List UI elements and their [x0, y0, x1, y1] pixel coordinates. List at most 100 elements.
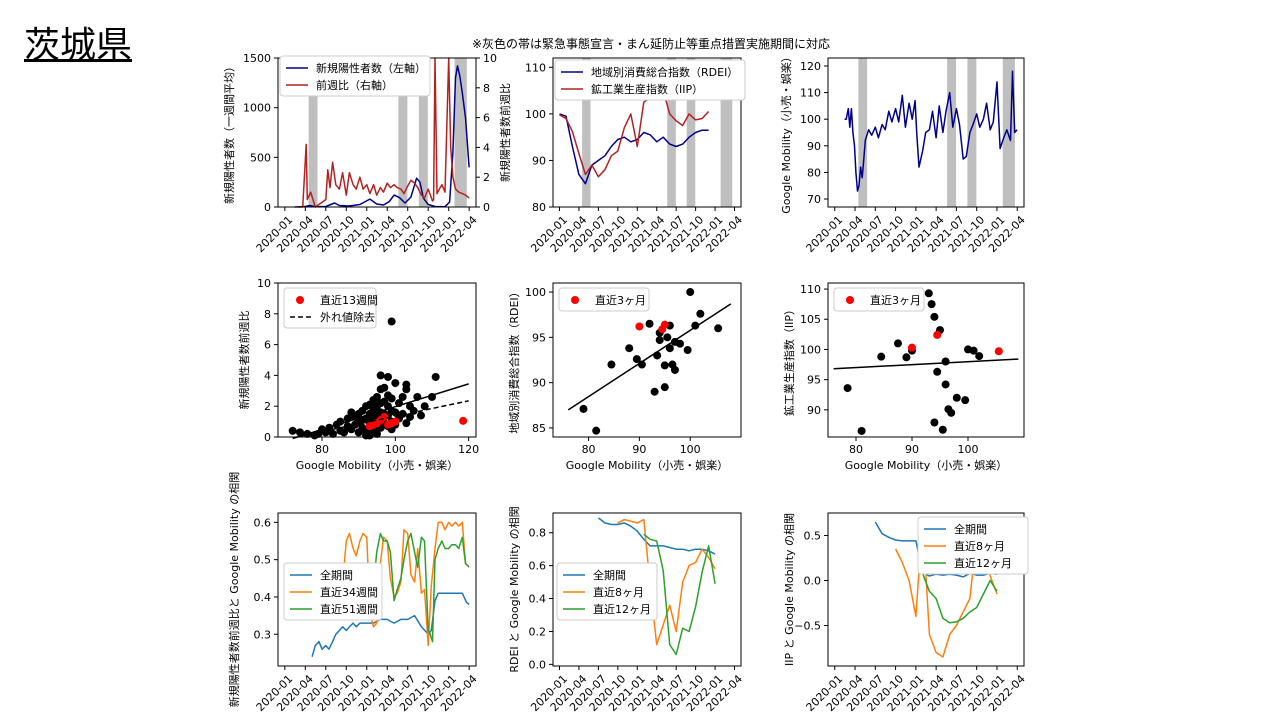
y-tick-label: 0.4: [529, 593, 547, 606]
panel-scatter-rdei: 80 90 100 85 90 95 100 Google Mobility（小売・娯楽） 地域…: [507, 282, 742, 472]
shade-band: [398, 58, 408, 207]
y-tick-label: 85: [532, 422, 546, 435]
y-axis-label: 地域別消費総合指数（RDEI）: [507, 286, 521, 433]
scatter-point: [696, 309, 705, 318]
scatter-point: [952, 393, 961, 402]
y-tick-label: 0.6: [529, 560, 547, 573]
x-axis-label: Google Mobility（小売・娯楽）: [566, 458, 728, 472]
fit-line: [567, 303, 732, 411]
legend-box: [558, 287, 650, 312]
y-tick-label: 90: [532, 154, 546, 167]
x-tick-label: 80: [849, 443, 863, 456]
scatter-point: [650, 387, 659, 396]
y2-tick-label: 8: [483, 82, 490, 95]
y-axis-label: 新規陽性者数前週比と Google Mobility の相関: [227, 472, 241, 707]
y-tick-label: 1500: [243, 52, 271, 65]
legend-label: 直近12ヶ月: [954, 556, 1012, 570]
y-tick-label: 0: [264, 431, 271, 444]
scatter-point: [625, 344, 634, 353]
legend-label: 直近8ヶ月: [593, 585, 644, 599]
y2-tick-label: 0: [483, 201, 490, 214]
y-tick-label: 8: [264, 308, 271, 321]
legend-box: [917, 516, 1029, 575]
scatter-point: [406, 412, 414, 421]
legend-label: 外れ値除去: [320, 310, 375, 324]
scatter-point: [924, 289, 933, 298]
scatter-point: [340, 428, 348, 437]
y-axis-label: RDEI と Google Mobility の相関: [508, 506, 521, 672]
legend-label: 直近12ヶ月: [593, 602, 651, 616]
y-tick-label: −0.5: [794, 620, 821, 633]
axes-frame: [552, 57, 742, 208]
scatter-point: [380, 383, 389, 392]
series-line: [338, 521, 470, 647]
shade-band: [686, 58, 696, 207]
shade-band: [720, 58, 733, 207]
legend-label: 全期間: [954, 522, 987, 536]
y-tick-label: 100: [525, 286, 546, 299]
scatter-point: [387, 394, 396, 403]
scatter-point: [975, 352, 984, 361]
axes-frame: [827, 57, 1025, 208]
y-axis-label: 新規陽性者数（一週間平均）: [222, 61, 236, 204]
axes-frame: [277, 512, 477, 667]
scatter-point: [961, 396, 970, 405]
legend-label: 直近51週間: [320, 602, 378, 616]
scatter-point: [579, 404, 588, 413]
y-tick-label: 0.0: [804, 575, 822, 588]
scatter-point: [941, 380, 950, 389]
legend-label: 鉱工業生産指数（IIP）: [591, 82, 703, 96]
scatter-point: [660, 361, 669, 370]
recent-point: [908, 343, 916, 352]
legend-label: 直近34週間: [320, 585, 378, 599]
series-line: [597, 517, 716, 555]
y-tick-label: 105: [800, 313, 821, 326]
y-tick-label: 0: [264, 201, 271, 214]
legend-label: 直近13週間: [320, 293, 378, 307]
scatter-point: [288, 426, 297, 435]
series-line: [294, 65, 470, 208]
axes-frame: [827, 282, 1025, 438]
legend-label: 直近3ヶ月: [595, 293, 646, 307]
y-axis-label: 鉱工業生産指数（IIP）: [782, 304, 796, 416]
y-tick-label: 10: [257, 277, 271, 290]
scatter-point: [365, 431, 374, 440]
scatter-point: [927, 300, 936, 309]
y-tick-label: 100: [800, 113, 821, 126]
recent-point: [459, 416, 468, 425]
y-axis-label: Google Mobility（小売・娯楽）: [779, 51, 793, 213]
scatter-point: [857, 426, 866, 435]
y-axis-label: 新規陽性者数前週比: [498, 83, 512, 182]
scatter-point: [894, 339, 902, 348]
y-tick-label: 95: [807, 374, 821, 387]
recent-point: [391, 417, 400, 426]
shade-band: [454, 58, 467, 207]
x-tick-label: 100: [958, 443, 979, 456]
y-tick-label: 80: [532, 201, 546, 214]
scatter-point: [296, 428, 304, 437]
y-tick-label: 100: [525, 108, 546, 121]
scatter-point: [402, 385, 411, 394]
scatter-point: [665, 344, 674, 353]
shade-band: [308, 58, 318, 207]
fit-line: [833, 358, 1019, 370]
y-tick-label: 500: [250, 151, 271, 164]
y-tick-label: 0.3: [254, 628, 272, 641]
legend-box: [283, 562, 383, 621]
x-axis-label: Google Mobility（小売・娯楽）: [296, 458, 458, 472]
shade-band: [858, 58, 868, 207]
legend-label: 新規陽性者数（左軸）: [316, 61, 426, 75]
y2-tick-label: 10: [483, 52, 497, 65]
panel-corr-iip: 2020-012020-042020-072020-102021-012021-…: [783, 512, 1029, 714]
y2-tick-label: 6: [483, 112, 490, 125]
legend-box: [279, 55, 431, 97]
series-line: [643, 533, 716, 656]
y2-tick-label: 2: [483, 171, 490, 184]
scatter-point: [877, 352, 886, 361]
y-tick-label: 100: [800, 343, 821, 356]
legend-label: 直近3ヶ月: [870, 293, 921, 307]
x-tick-label: 90: [905, 443, 919, 456]
y-tick-label: 6: [264, 339, 271, 352]
axes-frame: [552, 512, 742, 667]
x-tick-label: 80: [315, 443, 329, 456]
